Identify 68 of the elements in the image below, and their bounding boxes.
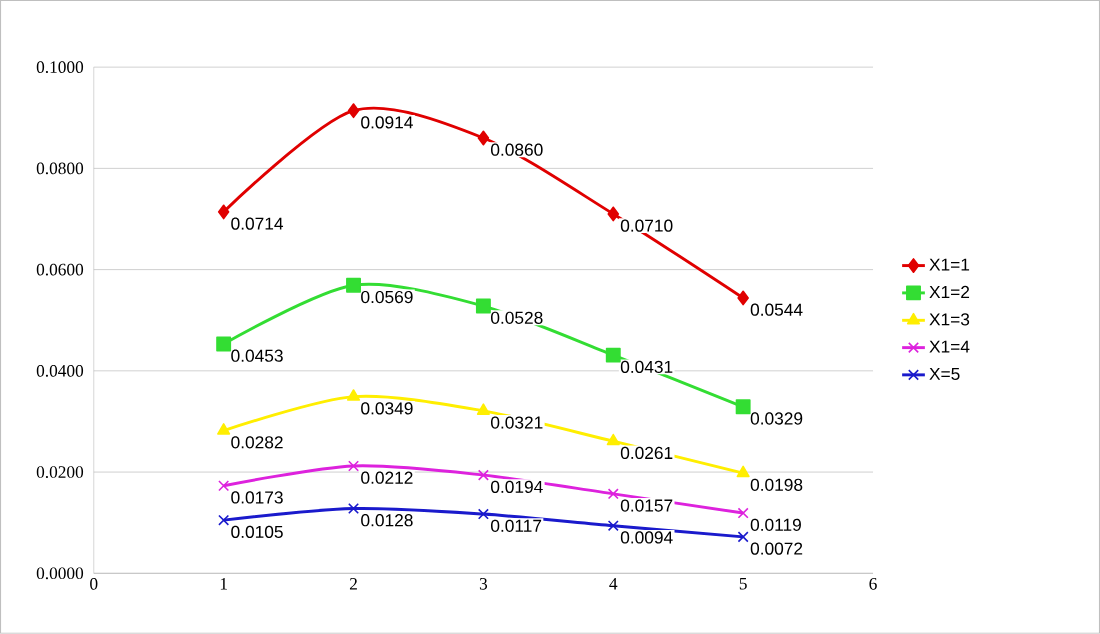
- legend-label: X1=3: [929, 313, 970, 326]
- y-tick-label: 0.0000: [36, 567, 84, 580]
- point: [218, 514, 230, 526]
- legend-label: X1=4: [929, 340, 970, 353]
- data-label: 0.0431: [620, 360, 673, 374]
- point: [217, 423, 231, 435]
- y-tick-label: 0.1000: [36, 61, 84, 74]
- data-label: 0.0569: [361, 290, 413, 304]
- data-label: 0.0714: [231, 217, 284, 230]
- point: [607, 206, 620, 222]
- data-label: 0.0261: [620, 446, 673, 460]
- point: [216, 336, 232, 352]
- point: [735, 399, 751, 415]
- point: [218, 480, 230, 492]
- point: [346, 277, 361, 293]
- data-label: 0.0329: [750, 412, 803, 425]
- point: [347, 103, 360, 119]
- point: [607, 488, 619, 500]
- legend-label: X1=1: [929, 258, 970, 271]
- data-label: 0.0105: [231, 525, 283, 539]
- point: [477, 469, 489, 481]
- x-tick-label: 1: [220, 578, 227, 590]
- point: [346, 389, 361, 401]
- data-label: 0.0212: [361, 471, 413, 484]
- data-label: 0.0198: [750, 478, 803, 492]
- data-label: 0.0349: [361, 402, 413, 415]
- data-label: 0.0860: [491, 143, 543, 156]
- data-label: 0.0544: [750, 303, 803, 316]
- x-tick-label: 6: [869, 578, 877, 590]
- point: [737, 531, 749, 543]
- data-label: 0.0128: [361, 514, 413, 527]
- data-label: 0.0282: [231, 436, 283, 449]
- data-label: 0.0453: [231, 349, 283, 362]
- point: [606, 433, 620, 446]
- y-tick-label: 0.0800: [36, 162, 84, 175]
- x-tick-label: 5: [739, 578, 747, 590]
- point: [607, 520, 619, 532]
- point: [605, 347, 621, 363]
- y-tick-label: 0.0600: [36, 263, 84, 276]
- point: [737, 507, 749, 519]
- legend-label: X=5: [929, 368, 960, 381]
- data-label: 0.0194: [491, 480, 543, 494]
- y-tick-label: 0.0400: [36, 365, 84, 377]
- x-tick-label: 4: [609, 578, 618, 590]
- data-label: 0.0710: [620, 219, 673, 232]
- data-label: 0.0914: [361, 116, 413, 129]
- y-tick-label: 0.0200: [36, 466, 84, 479]
- data-label: 0.0173: [231, 491, 283, 504]
- point: [736, 465, 750, 478]
- point: [348, 460, 360, 472]
- point: [217, 204, 230, 220]
- legend-label: X1=2: [929, 285, 970, 299]
- data-label: 0.0528: [491, 311, 543, 325]
- data-label: 0.0119: [750, 518, 801, 532]
- point: [477, 130, 490, 146]
- point: [348, 503, 360, 515]
- data-label: 0.0072: [750, 542, 803, 555]
- point: [476, 403, 490, 416]
- data-label: 0.0117: [491, 519, 542, 533]
- point: [477, 508, 489, 520]
- x-tick-label: 3: [479, 578, 488, 590]
- point: [475, 298, 491, 314]
- x-tick-label: 0: [90, 578, 98, 590]
- data-label: 0.0157: [620, 499, 673, 512]
- data-label: 0.0321: [491, 416, 543, 429]
- data-label: 0.0094: [620, 531, 673, 544]
- x-tick-label: 2: [349, 578, 357, 590]
- point: [737, 290, 749, 306]
